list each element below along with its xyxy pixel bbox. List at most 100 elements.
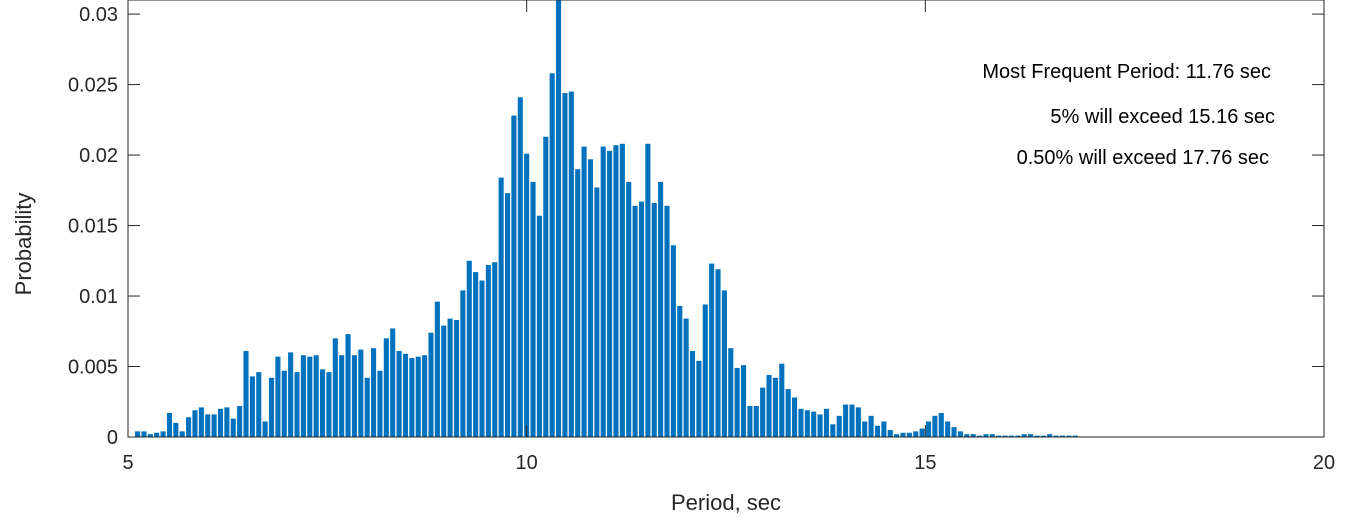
- histogram-bar: [135, 431, 141, 437]
- histogram-bar: [964, 434, 970, 437]
- histogram-bar: [581, 146, 587, 438]
- histogram-bar: [721, 290, 727, 437]
- histogram-bar: [275, 356, 281, 437]
- histogram-bar: [938, 413, 944, 437]
- histogram-bar: [594, 187, 600, 437]
- histogram-bar: [492, 262, 498, 437]
- annotation-half-percent: 0.50% will exceed 17.76 sec: [1017, 147, 1269, 169]
- histogram-bar: [575, 169, 581, 437]
- histogram-bar: [173, 422, 179, 437]
- histogram-bar: [249, 376, 255, 437]
- histogram-bar: [390, 328, 396, 437]
- histogram-bar: [766, 374, 772, 437]
- histogram-bar: [217, 408, 224, 437]
- histogram-bar: [485, 265, 491, 437]
- histogram-bar: [626, 181, 632, 437]
- histogram-bar: [460, 290, 466, 437]
- histogram-bar: [568, 91, 574, 437]
- histogram-bar: [709, 263, 715, 437]
- annotation-5-percent: 5% will exceed 15.16 sec: [1050, 106, 1275, 128]
- histogram-bar: [792, 397, 798, 437]
- y-axis-label: Probability: [11, 193, 36, 296]
- x-axis-label: Period, sec: [671, 490, 781, 515]
- histogram-bar: [1008, 435, 1014, 437]
- histogram-bar: [530, 181, 536, 437]
- histogram-bar: [619, 143, 625, 438]
- histogram-bar: [830, 424, 836, 437]
- histogram-bar: [970, 434, 976, 437]
- histogram-bar: [689, 351, 696, 437]
- histogram-bar: [894, 434, 900, 437]
- histogram-bar: [377, 370, 383, 437]
- histogram-bar: [351, 355, 357, 437]
- histogram-bar: [817, 414, 823, 437]
- y-tick-label: 0.005: [68, 357, 118, 379]
- histogram-bar: [932, 415, 938, 437]
- histogram-bar: [638, 201, 645, 437]
- histogram-bar: [613, 145, 619, 437]
- histogram-bar: [320, 369, 326, 437]
- histogram-bar: [205, 414, 211, 437]
- histogram-bar: [524, 153, 530, 437]
- y-tick-label: 0.025: [68, 75, 118, 97]
- histogram-bar: [913, 431, 919, 437]
- histogram-bar: [906, 432, 912, 437]
- histogram-bar: [339, 355, 345, 437]
- histogram-bar: [632, 205, 638, 437]
- histogram-bar: [447, 318, 453, 437]
- x-tick-label: 5: [122, 452, 133, 474]
- histogram-bar: [511, 115, 517, 437]
- y-tick-label: 0: [107, 427, 118, 449]
- histogram-bar: [798, 408, 804, 437]
- histogram-bar: [862, 421, 868, 437]
- histogram-bar: [281, 370, 287, 437]
- histogram-bar: [549, 73, 555, 438]
- histogram-bar: [556, 0, 562, 437]
- histogram-bar: [874, 425, 881, 437]
- histogram-bar: [479, 280, 485, 437]
- histogram-bar: [696, 360, 702, 437]
- histogram-bar: [243, 351, 249, 437]
- histogram-bar: [760, 387, 766, 437]
- histogram-bar: [415, 356, 421, 437]
- y-tick-label: 0.015: [68, 216, 118, 238]
- histogram-bar: [504, 193, 511, 437]
- histogram-bar: [230, 418, 236, 437]
- histogram-bar: [683, 318, 689, 437]
- histogram-bar: [651, 202, 657, 437]
- histogram-bar: [562, 93, 568, 437]
- histogram-bar: [728, 348, 734, 437]
- histogram-bar: [256, 372, 262, 437]
- histogram-bar: [734, 367, 740, 437]
- histogram-bar: [753, 405, 759, 437]
- histogram-bar: [364, 377, 370, 437]
- histogram-bar: [1053, 435, 1059, 437]
- histogram-bar: [147, 434, 153, 437]
- histogram-bar: [198, 407, 204, 437]
- histogram-bar: [517, 97, 523, 438]
- y-tick-label: 0.01: [79, 286, 118, 308]
- histogram-bar: [1028, 434, 1034, 437]
- histogram-bar: [1034, 435, 1040, 437]
- histogram-bar: [677, 305, 683, 437]
- histogram-bar: [855, 407, 861, 437]
- histogram-bar: [166, 413, 173, 437]
- histogram-bar: [957, 431, 963, 437]
- histogram-bar: [268, 377, 275, 437]
- bars-group: [135, 0, 1078, 438]
- histogram-bar: [772, 377, 778, 437]
- histogram-bar: [658, 181, 664, 437]
- y-tick-label: 0.02: [79, 145, 118, 167]
- histogram-bar: [237, 405, 243, 437]
- histogram-bar: [396, 351, 402, 437]
- histogram-bar: [428, 332, 434, 437]
- histogram-bar: [785, 389, 791, 437]
- histogram-bar: [332, 338, 338, 437]
- histogram-bar: [881, 421, 887, 437]
- histogram-bar: [919, 428, 925, 437]
- histogram-bar: [804, 410, 810, 437]
- histogram-bar: [345, 334, 351, 437]
- histogram-bar: [996, 435, 1002, 437]
- histogram-bar: [186, 417, 192, 437]
